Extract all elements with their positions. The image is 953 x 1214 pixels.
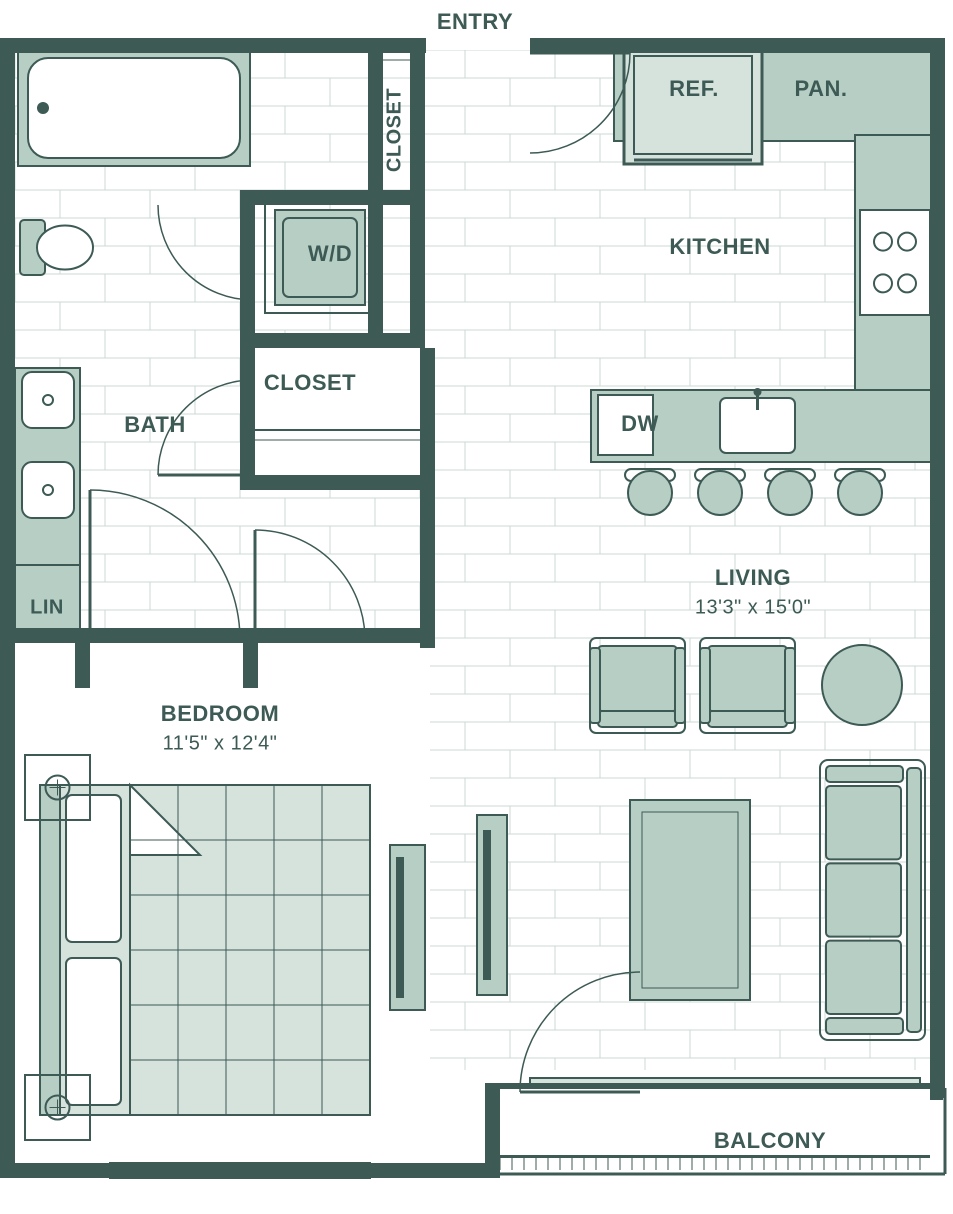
- label-living-dim: 13'3" x 15'0": [695, 597, 811, 620]
- label-bedroom: BEDROOM: [161, 701, 279, 727]
- label-wd: W/D: [308, 241, 352, 267]
- label-dw: DW: [621, 411, 659, 437]
- label-kitchen: KITCHEN: [669, 234, 770, 260]
- label-closet2: CLOSET: [264, 370, 356, 396]
- label-pan: PAN.: [795, 76, 848, 102]
- label-balcony: BALCONY: [714, 1128, 826, 1154]
- floorplan-canvas: ENTRY CLOSET REF. PAN. W/D KITCHEN CLOSE…: [0, 0, 953, 1214]
- label-ref: REF.: [669, 76, 719, 102]
- label-bedroom-dim: 11'5" x 12'4": [163, 733, 278, 756]
- label-entry: ENTRY: [437, 9, 513, 35]
- label-closet1: CLOSET: [384, 88, 407, 172]
- label-lin: LIN: [30, 597, 64, 620]
- label-bath: BATH: [124, 412, 185, 438]
- label-living: LIVING: [715, 565, 791, 591]
